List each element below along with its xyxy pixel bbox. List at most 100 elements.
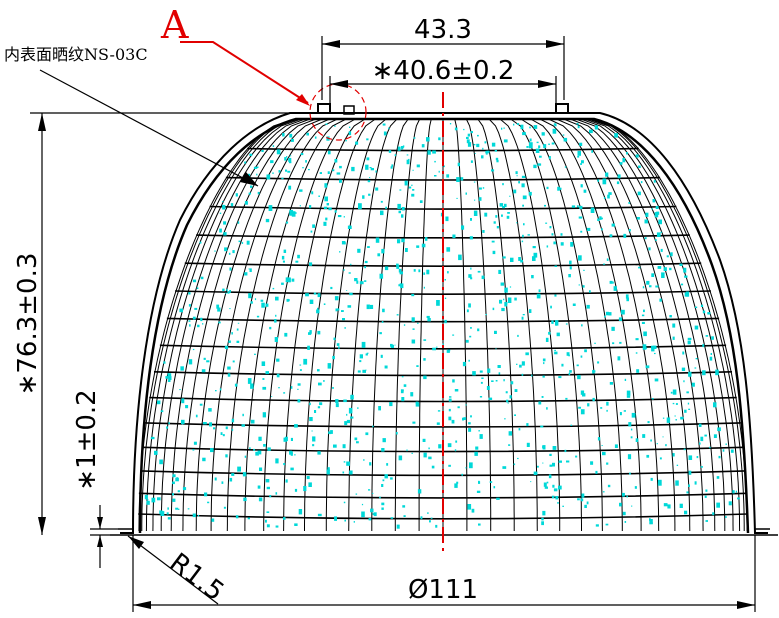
texture-speckle <box>432 150 436 154</box>
texture-speckle <box>423 358 426 361</box>
texture-speckle <box>365 432 369 436</box>
facet-meridian <box>325 118 387 531</box>
texture-speckle <box>619 502 622 507</box>
texture-speckle <box>401 207 405 211</box>
texture-speckle <box>655 285 659 288</box>
facet-meridian <box>520 118 603 532</box>
texture-speckle <box>344 421 348 426</box>
texture-speckle <box>521 183 525 188</box>
texture-speckle <box>250 383 254 389</box>
dimension-diameter: Ø111 <box>132 535 756 612</box>
texture-speckle <box>558 460 562 463</box>
texture-speckle <box>359 360 362 363</box>
texture-speckle <box>495 215 498 218</box>
texture-speckle <box>408 186 412 189</box>
texture-speckle <box>503 127 505 129</box>
texture-speckle <box>288 185 292 190</box>
texture-speckle <box>350 394 354 400</box>
texture-speckle <box>551 233 554 236</box>
texture-speckle <box>645 212 649 217</box>
texture-speckle <box>605 311 609 316</box>
texture-speckle <box>614 133 618 138</box>
texture-speckle <box>203 357 206 360</box>
texture-speckle <box>346 461 350 466</box>
facet-meridian <box>556 118 676 531</box>
texture-speckle <box>517 457 519 460</box>
dimension-height: ∗76.3±0.3 <box>13 112 290 535</box>
texture-speckle <box>290 386 293 389</box>
facet-meridian <box>548 118 660 532</box>
texture-speckle <box>465 404 467 406</box>
texture-speckle <box>568 274 571 278</box>
texture-speckle <box>681 283 684 286</box>
texture-speckle <box>283 463 286 466</box>
texture-speckle <box>695 306 698 309</box>
facet-meridian <box>283 118 366 532</box>
texture-speckle <box>249 447 251 450</box>
texture-speckle <box>253 166 258 169</box>
texture-speckle <box>363 459 365 461</box>
texture-speckle <box>646 454 650 458</box>
texture-speckle <box>303 486 307 492</box>
texture-speckle <box>247 173 251 177</box>
texture-speckle <box>609 280 613 284</box>
texture-speckle <box>384 266 389 271</box>
texture-speckle <box>311 191 314 195</box>
texture-speckle <box>642 286 645 289</box>
texture-speckle <box>316 309 320 314</box>
texture-speckle <box>261 361 266 366</box>
texture-speckle <box>578 216 583 219</box>
texture-speckle <box>364 266 366 269</box>
texture-speckle <box>595 470 598 474</box>
texture-speckle <box>601 228 603 231</box>
texture-speckle <box>338 346 340 349</box>
radius-arrowhead <box>128 536 144 549</box>
texture-speckle <box>475 446 479 450</box>
texture-speckle <box>463 128 465 131</box>
texture-speckle <box>501 214 503 217</box>
texture-speckle <box>643 309 645 313</box>
texture-speckle <box>516 123 520 125</box>
texture-speckle <box>347 305 352 308</box>
texture-speckle <box>504 203 507 208</box>
texture-speckle <box>575 455 578 458</box>
texture-speckle <box>406 154 409 156</box>
texture-speckle <box>276 373 280 378</box>
texture-speckle <box>625 294 629 299</box>
texture-speckle <box>520 124 524 130</box>
texture-speckle <box>474 153 476 154</box>
texture-speckle <box>496 497 500 500</box>
texture-speckle <box>516 222 518 224</box>
texture-speckle <box>491 380 494 382</box>
texture-speckle <box>222 204 226 210</box>
texture-speckle <box>348 407 353 414</box>
texture-speckle <box>543 362 545 365</box>
texture-speckle <box>317 513 322 517</box>
texture-speckle <box>362 369 366 373</box>
texture-speckle <box>339 165 342 169</box>
texture-speckle <box>299 205 301 207</box>
texture-speckle <box>518 257 521 261</box>
texture-speckle <box>684 275 688 278</box>
callout-leader <box>180 41 309 104</box>
texture-speckle <box>262 378 265 380</box>
texture-speckle <box>702 344 705 348</box>
texture-speckle <box>570 242 574 247</box>
texture-speckle <box>542 445 545 449</box>
texture-speckle <box>328 207 332 211</box>
texture-speckle <box>305 160 307 163</box>
texture-speckle <box>444 319 447 324</box>
texture-speckle <box>605 172 609 177</box>
texture-speckle <box>369 304 374 309</box>
clip-left-slot <box>343 105 355 115</box>
texture-speckle <box>532 246 536 249</box>
texture-speckle <box>354 278 358 282</box>
texture-speckle <box>423 375 427 380</box>
texture-speckle <box>351 166 355 172</box>
texture-speckle <box>428 447 430 450</box>
facet-meridian <box>530 118 623 531</box>
texture-speckle <box>283 249 287 253</box>
texture-speckle <box>562 134 565 136</box>
texture-speckle <box>426 137 430 142</box>
texture-speckle <box>556 332 560 337</box>
